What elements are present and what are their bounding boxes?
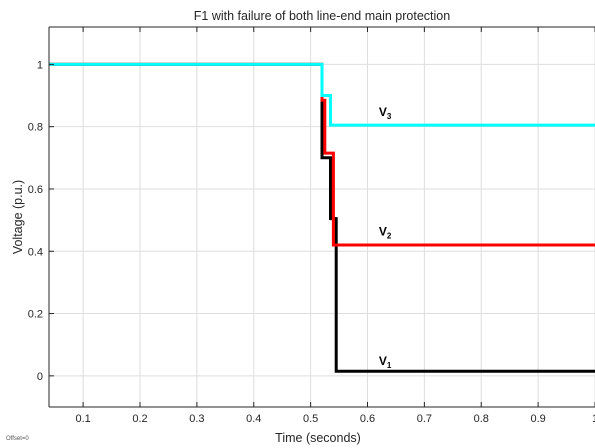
- x-tick-label: 0.7: [417, 413, 432, 425]
- x-axis-label: Time (seconds): [275, 431, 361, 445]
- series-label-subscript: 2: [387, 232, 392, 241]
- series-label-name: V: [379, 105, 387, 119]
- y-tick-label: 0.8: [28, 122, 43, 134]
- chart-title: F1 with failure of both line-end main pr…: [194, 9, 450, 23]
- y-tick-label: 1: [37, 59, 43, 71]
- y-axis-label: Voltage (p.u.): [11, 180, 25, 254]
- series-label-v2: V2: [379, 225, 392, 241]
- x-tick-label: 1: [592, 413, 595, 425]
- x-tick-label: 0.5: [303, 413, 318, 425]
- series-label-name: V: [379, 225, 387, 239]
- x-tick-label: 0.4: [246, 413, 261, 425]
- ticks: 0.1 0.2 0.3 0.4 0.5 0.6 0.7 0.8 0.9 1 0 0.2 0.4 0.6 0.…: [28, 27, 595, 425]
- series-label-subscript: 1: [387, 361, 392, 370]
- series-line-v3: [49, 62, 595, 127]
- y-tick-label: 0.2: [28, 309, 43, 321]
- y-tick-label: 0.4: [28, 246, 43, 258]
- y-tick-label: 0.6: [28, 184, 43, 196]
- x-tick-label: 0.1: [75, 413, 90, 425]
- x-tick-label: 0.3: [189, 413, 204, 425]
- x-tick-label: 0.8: [474, 413, 489, 425]
- y-tick-label: 0: [37, 371, 43, 383]
- series-label-name: V: [379, 354, 387, 368]
- offset-note: Offset=0: [6, 436, 29, 442]
- x-tick-label: 0.2: [132, 413, 147, 425]
- series-label-subscript: 3: [387, 112, 392, 121]
- series-label-v3: V3: [379, 105, 392, 121]
- x-tick-label: 0.6: [360, 413, 375, 425]
- series-label-v1: V1: [379, 354, 392, 370]
- x-tick-label: 0.9: [530, 413, 545, 425]
- series-lines: [49, 62, 595, 373]
